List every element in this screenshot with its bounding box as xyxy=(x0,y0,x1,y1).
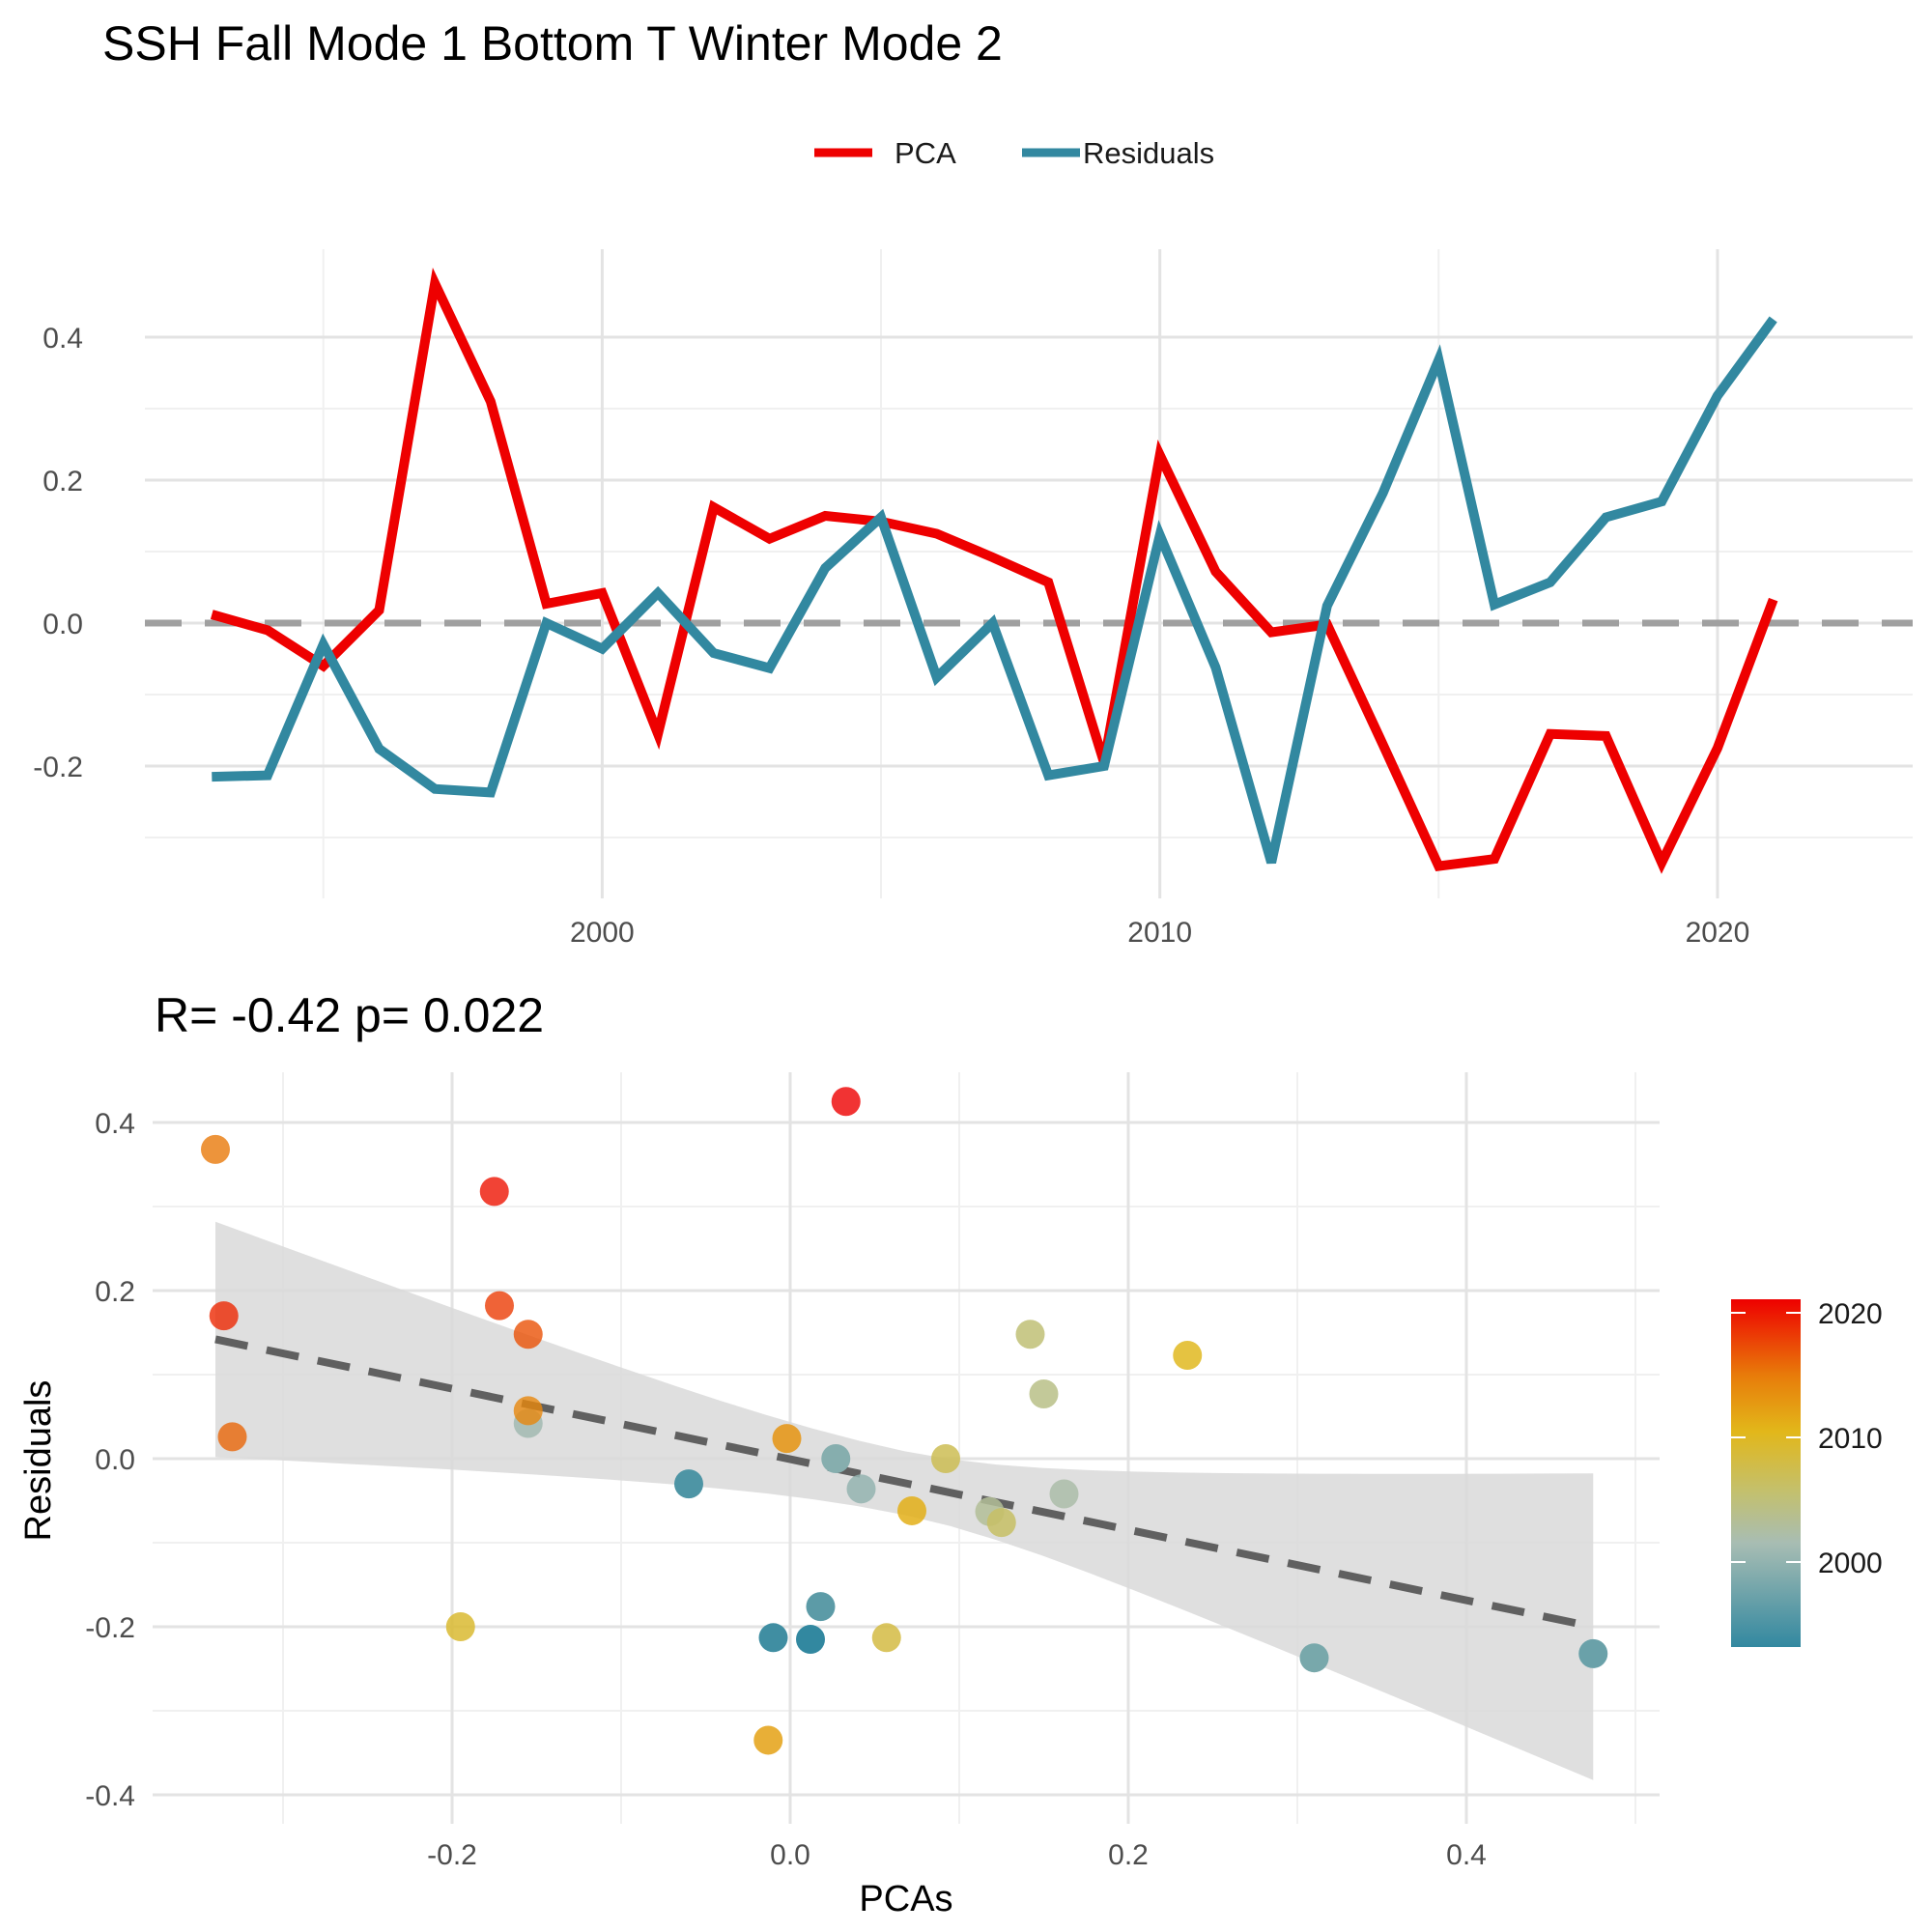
top-x-tick-labels: 2000 2010 2020 xyxy=(570,917,1749,949)
regression-line xyxy=(214,1335,1595,1631)
top-y-tick-labels: 0.4 0.2 0.0 -0.2 xyxy=(33,323,83,783)
scatter-point xyxy=(1578,1638,1608,1668)
scatter-point xyxy=(831,1087,861,1117)
correlation-subtitle: R= -0.42 p= 0.022 xyxy=(155,988,544,1042)
scatter-point xyxy=(1049,1479,1079,1509)
y-axis-title: Residuals xyxy=(18,1380,59,1542)
y-tick-label: 0.4 xyxy=(95,1108,135,1140)
x-tick-label: 2020 xyxy=(1686,917,1750,949)
scatter-point xyxy=(217,1422,247,1452)
legend-label-residuals: Residuals xyxy=(1083,136,1214,170)
y-tick-label: -0.4 xyxy=(85,1780,135,1812)
scatter-point xyxy=(806,1592,836,1622)
y-tick-label: 0.0 xyxy=(95,1444,135,1476)
colorbar-gradient xyxy=(1731,1299,1801,1647)
scatter-point xyxy=(758,1623,788,1653)
scatter-point xyxy=(445,1612,475,1641)
y-tick-label: 0.4 xyxy=(43,323,83,355)
x-tick-label: 0.2 xyxy=(1108,1839,1149,1871)
scatter-point xyxy=(1029,1379,1059,1409)
scatter-point xyxy=(931,1444,960,1473)
x-tick-label: 2010 xyxy=(1127,917,1192,949)
y-tick-label: -0.2 xyxy=(85,1612,135,1644)
x-tick-label: 0.0 xyxy=(770,1839,810,1871)
scatter-point xyxy=(209,1301,239,1331)
y-tick-label: 0.2 xyxy=(95,1276,135,1308)
scatter-point xyxy=(871,1623,901,1653)
scatter-point xyxy=(846,1474,876,1504)
bottom-y-tick-labels: 0.4 0.2 0.0 -0.2 -0.4 xyxy=(85,1108,135,1812)
scatter-point xyxy=(201,1134,230,1164)
scatter-point xyxy=(1299,1643,1329,1673)
scatter-point xyxy=(1015,1320,1045,1350)
chart-title: SSH Fall Mode 1 Bottom T Winter Mode 2 xyxy=(102,16,1003,71)
scatter-points xyxy=(201,1087,1608,1755)
time-series-panel: 0.4 0.2 0.0 -0.2 2000 2010 2020 xyxy=(33,249,1913,949)
scatter-point xyxy=(1173,1340,1203,1370)
x-tick-label: 0.4 xyxy=(1446,1839,1487,1871)
scatter-panel: 0.4 0.2 0.0 -0.2 -0.4 -0.2 0.0 0.2 0.4 xyxy=(85,1072,1660,1871)
legend: PCA Residuals xyxy=(814,136,1214,170)
scatter-point xyxy=(513,1396,543,1426)
scatter-point xyxy=(897,1495,926,1525)
x-axis-title: PCAs xyxy=(859,1879,952,1919)
scatter-point xyxy=(772,1424,802,1454)
colorbar-label: 2000 xyxy=(1818,1548,1883,1579)
y-tick-label: -0.2 xyxy=(33,752,83,783)
legend-label-pca: PCA xyxy=(895,136,956,170)
scatter-point xyxy=(479,1177,509,1207)
x-tick-label: 2000 xyxy=(570,917,635,949)
colorbar-label: 2020 xyxy=(1818,1298,1883,1330)
colorbar: 2020 2010 2000 xyxy=(1731,1298,1883,1647)
scatter-point xyxy=(674,1469,703,1499)
scatter-point xyxy=(796,1625,825,1655)
scatter-point xyxy=(986,1508,1016,1538)
scatter-point xyxy=(485,1291,514,1321)
y-tick-label: 0.2 xyxy=(43,466,83,497)
series-line-residuals xyxy=(212,316,1777,865)
top-series-lines xyxy=(210,268,1778,874)
colorbar-label: 2010 xyxy=(1818,1423,1883,1455)
series-line-pca xyxy=(210,268,1778,874)
y-tick-label: 0.0 xyxy=(43,609,83,640)
scatter-point xyxy=(821,1444,851,1473)
bottom-x-tick-labels: -0.2 0.0 0.2 0.4 xyxy=(427,1839,1487,1871)
scatter-point xyxy=(753,1725,783,1755)
scatter-point xyxy=(513,1320,543,1350)
x-tick-label: -0.2 xyxy=(427,1839,477,1871)
